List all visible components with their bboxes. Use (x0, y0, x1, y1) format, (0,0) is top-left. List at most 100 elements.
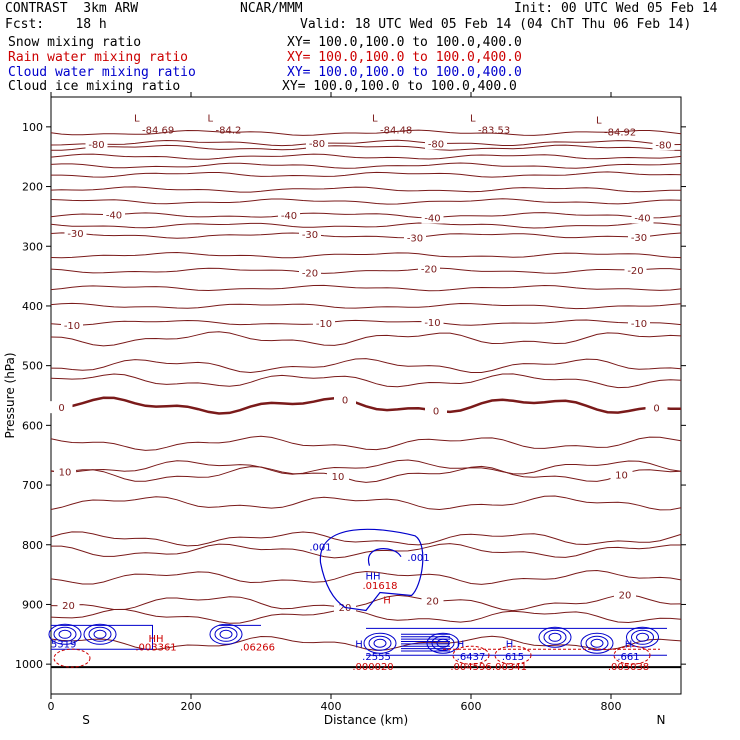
rain-water-ring (452, 645, 490, 665)
x-axis-title: Distance (km) (324, 713, 408, 727)
isotherm-label: -40 (634, 214, 650, 225)
cloud-water-ring (626, 626, 659, 648)
isotherm-label-bg (64, 227, 87, 240)
cloud-water-ring (368, 635, 392, 651)
x-tick-label: 800 (601, 700, 622, 713)
field-cloudice-xy: XY= 100.0,100.0 to 100.0,400.0 (282, 79, 517, 94)
isotherm-label-bg (628, 230, 650, 243)
isotherm-label-bg (404, 231, 426, 244)
rain-water-label: H (383, 595, 391, 606)
cloud-water-contour (366, 627, 667, 656)
isotherm-line (50, 608, 682, 624)
isotherm-label: -20 (302, 269, 318, 280)
init-time: Init: 00 UTC Wed 05 Feb 14 (514, 1, 718, 16)
isotherm-line (50, 495, 682, 511)
isotherm-line (50, 222, 682, 229)
rain-water-label: HH (148, 634, 163, 645)
isotherm-label: 20 (426, 597, 439, 608)
isotherm-line (50, 358, 682, 374)
y-axis-title: Pressure (hPa) (3, 352, 17, 438)
low-value: -84.2 (216, 126, 242, 137)
y-tick-label: 900 (22, 598, 43, 611)
rain-water-label: .004596 (450, 662, 491, 673)
isotherm-label: -80 (309, 139, 325, 150)
low-marker: L (596, 115, 602, 126)
isotherm-label: -80 (428, 139, 444, 150)
isotherm-line (50, 531, 682, 547)
field-cloudice-label: Cloud ice mixing ratio (8, 79, 181, 94)
isotherm-label-bg (624, 263, 647, 276)
isotherm-label: 10 (615, 471, 628, 482)
isotherm-label-bg (85, 137, 108, 150)
valid-time: Valid: 18 UTC Wed 05 Feb 14 (04 ChT Thu … (300, 17, 692, 32)
cloud-water-ring (363, 632, 397, 654)
isotherm-line (50, 569, 682, 585)
rain-water-label: .00341 (492, 662, 527, 673)
isotherm-label: -30 (407, 233, 423, 244)
cloud-water-ring (426, 632, 460, 654)
rain-water-label: .06266 (240, 642, 275, 653)
isotherm-label-bg (652, 138, 675, 151)
cloud-water-contour (319, 528, 424, 612)
isotherm-label-bg (421, 211, 444, 224)
field-cloudwater-label: Cloud water mixing ratio (8, 65, 196, 80)
cloud-water-ring (83, 623, 117, 645)
isotherm-label-bg (103, 208, 125, 221)
isotherm-label-bg (327, 469, 349, 482)
field-rain-label: Rain water mixing ratio (8, 50, 189, 65)
isotherm-label: 0 (653, 404, 659, 415)
isotherm-line (50, 251, 682, 259)
low-value: -84.69 (142, 126, 174, 137)
isotherm-label: -40 (424, 214, 440, 225)
isotherm-label-bg (61, 319, 83, 332)
isotherm-label: 20 (62, 601, 75, 612)
cloud-water-ring (538, 626, 572, 648)
rain-water-label: .000020 (352, 662, 393, 673)
low-marker: L (470, 114, 476, 125)
rain-water-ring (53, 648, 91, 668)
isotherm-label: -20 (627, 266, 643, 277)
cloud-water-label: .661 (617, 652, 639, 663)
rain-water-ring (613, 645, 651, 665)
cloud-water-label: .2555 (362, 652, 391, 663)
isotherm-label: -10 (64, 321, 80, 332)
cloud-water-ring (548, 632, 562, 642)
center-label: NCAR/MMM (240, 1, 303, 16)
isotherm--10 (50, 319, 682, 326)
low-marker: L (134, 114, 140, 125)
rain-water-label: .005038 (608, 662, 649, 673)
isotherm-line (50, 331, 682, 347)
chart-title: CONTRAST 3km ARW (5, 1, 139, 16)
cloud-water-ring (373, 638, 387, 648)
x-tick-label: 600 (461, 700, 482, 713)
x-tick-label: 0 (48, 700, 55, 713)
forecast-hour: Fcst: 18 h (5, 17, 107, 32)
y-tick-label: 100 (22, 121, 43, 134)
isotherm-0 (50, 396, 682, 415)
isotherm-label-bg (54, 465, 76, 478)
cloud-water-label: .001 (407, 553, 429, 564)
isotherm-label: 20 (619, 591, 632, 602)
isotherm-line (50, 186, 681, 193)
isotherm-label-bg (614, 588, 636, 601)
isotherm-line (50, 198, 682, 205)
rain-water-label: .003361 (135, 642, 176, 653)
isotherm-label-bg (57, 599, 80, 612)
cloud-water-ring (631, 629, 654, 645)
cloud-water-label: .001 (309, 543, 331, 554)
isotherm-label-bg (628, 316, 650, 329)
isotherm-line (50, 302, 682, 310)
isotherm-label: -40 (106, 210, 122, 221)
cloud-water-ring (48, 623, 82, 645)
isotherm-label: 10 (59, 468, 72, 479)
cloud-water-label: H (355, 639, 363, 650)
isotherm-label-bg (50, 401, 73, 414)
cloud-water-ring (219, 629, 233, 639)
field-snow-label: Snow mixing ratio (8, 35, 142, 50)
y-tick-label: 200 (22, 181, 43, 194)
isotherm-line (50, 459, 682, 475)
south-label: S (82, 713, 90, 727)
isotherm-label: -10 (316, 319, 332, 330)
cloud-water-ring (580, 632, 614, 654)
isotherm-label: 0 (342, 395, 348, 406)
